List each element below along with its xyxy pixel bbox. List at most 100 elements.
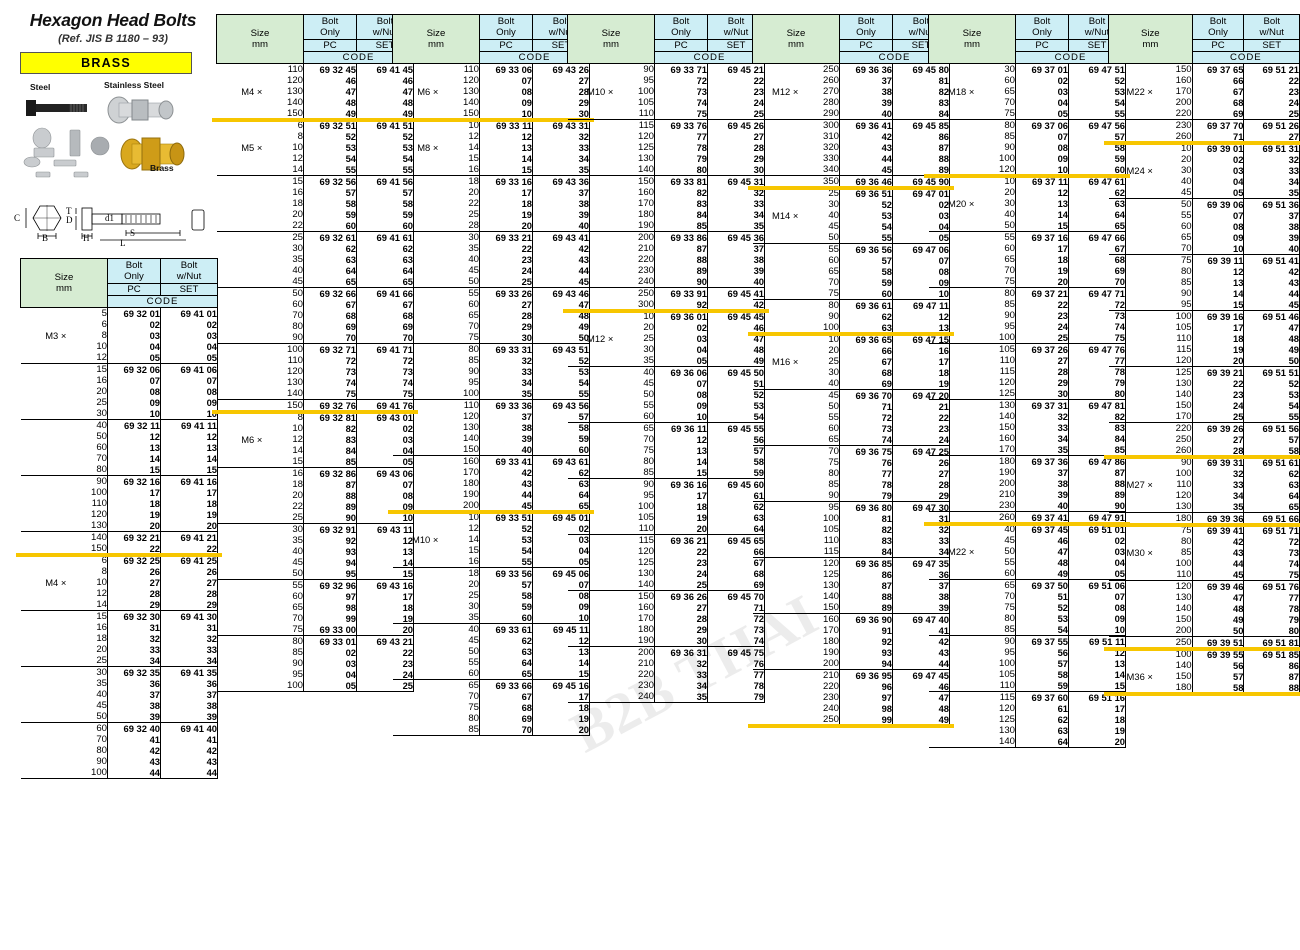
- table-row: 60 10 54: [568, 411, 765, 423]
- cell-length-mm: 130: [262, 86, 305, 97]
- cell-code-bolt-with-nut: 69 47 40: [892, 613, 950, 625]
- cell-thread-size: M27 ×: [1126, 479, 1153, 490]
- cell-thread-size: [568, 153, 614, 164]
- cell-code-bolt-with-nut: 62: [1243, 468, 1300, 479]
- cell-thread-size: [929, 355, 975, 366]
- cell-length-mm: 60: [613, 411, 656, 423]
- cell-code-bolt-only: 69 33 86: [654, 231, 708, 243]
- table-row: M3 × 8 03 03: [21, 330, 218, 341]
- cell-thread-size: M14 ×: [772, 210, 799, 221]
- cell-code-bolt-only: 94: [839, 658, 893, 670]
- cell-code-bolt-only: 05: [107, 352, 161, 364]
- header-code: CODE: [303, 51, 414, 64]
- cell-length-mm: 15: [438, 545, 481, 556]
- cell-length-mm: 120: [66, 509, 109, 520]
- cell-thread-size: [568, 198, 614, 209]
- cell-length-mm: 170: [613, 613, 656, 624]
- cell-thread-size: [753, 569, 799, 580]
- cell-code-bolt-with-nut: 65: [1243, 501, 1300, 513]
- cell-length-mm: 130: [438, 86, 481, 97]
- cell-code-bolt-with-nut: 79: [1243, 614, 1300, 625]
- cell-code-bolt-only: 67: [479, 691, 533, 702]
- cell-code-bolt-only: 49: [1015, 568, 1069, 580]
- cell-code-bolt-only: 63: [479, 646, 533, 657]
- table-row: 30 62 62: [217, 243, 414, 254]
- cell-code-bolt-with-nut: 03: [1068, 546, 1126, 557]
- cell-code-bolt-only: 03: [107, 330, 161, 341]
- cell-code-bolt-with-nut: 64: [532, 489, 590, 500]
- cell-code-bolt-only: 58: [839, 266, 893, 277]
- cell-code-bolt-only: 32: [654, 658, 708, 669]
- table-row: 60 27 47: [393, 299, 590, 310]
- cell-thread-size: [929, 131, 975, 142]
- cell-thread-size: [929, 478, 975, 489]
- cell-length-mm: 16: [262, 467, 305, 479]
- cell-thread-size: [21, 588, 67, 599]
- cell-code-bolt-with-nut: 04: [160, 341, 218, 352]
- cell-length-mm: 16: [438, 164, 481, 176]
- cell-code-bolt-with-nut: 22: [160, 543, 218, 555]
- cell-code-bolt-with-nut: 54: [532, 377, 590, 388]
- cell-length-mm: 55: [613, 400, 656, 411]
- cell-code-bolt-only: 69 32 11: [107, 419, 161, 431]
- cell-thread-size: [753, 311, 799, 322]
- cell-thread-size: [753, 535, 799, 546]
- table-row: 40 04 34: [1109, 176, 1300, 187]
- table-row: 125 23 67: [568, 557, 765, 568]
- table-row: 65 74 24: [753, 434, 950, 446]
- cell-code-bolt-with-nut: 18: [892, 367, 950, 378]
- cell-code-bolt-with-nut: 42: [1243, 266, 1300, 277]
- cell-thread-size: [929, 299, 975, 310]
- cell-code-bolt-with-nut: 02: [356, 423, 414, 434]
- cell-code-bolt-with-nut: 84: [892, 108, 950, 120]
- cell-length-mm: 100: [1152, 558, 1193, 569]
- table-row: 200 45 65: [393, 500, 590, 512]
- cell-thread-size: [568, 378, 614, 389]
- table-row: 15 69 32 30 69 41 30: [20, 610, 218, 622]
- cell-code-bolt-only: 39: [839, 97, 893, 108]
- cell-thread-size: [21, 711, 67, 723]
- cell-code-bolt-only: 69 39 11: [1192, 254, 1245, 266]
- section-divider-highlight: [1104, 454, 1300, 459]
- table-row: 120 77 27: [568, 131, 765, 142]
- cell-length-mm: 110: [974, 355, 1017, 366]
- cell-code-bolt-with-nut: 17: [1068, 703, 1126, 714]
- cell-thread-size: [753, 468, 799, 479]
- cell-thread-size: [753, 580, 799, 591]
- cell-code-bolt-with-nut: 50: [1243, 355, 1300, 367]
- table-row: 70 41 41: [21, 734, 218, 745]
- table-row: 75 13 57: [568, 445, 765, 456]
- cell-code-bolt-with-nut: 54: [1068, 97, 1126, 108]
- table-row: 35 36 36: [21, 678, 218, 689]
- cell-code-bolt-only: 44: [479, 489, 533, 500]
- cell-code-bolt-only: 84: [303, 445, 357, 456]
- cell-thread-size: [217, 568, 263, 580]
- cell-length-mm: 150: [1152, 63, 1193, 75]
- cell-code-bolt-only: 69: [479, 713, 533, 724]
- table-row: 100 35 55: [393, 388, 590, 400]
- table-row: 115 28 78: [929, 366, 1126, 377]
- cell-length-mm: 40: [262, 546, 305, 557]
- cell-code-bolt-with-nut: 44: [1243, 288, 1300, 299]
- cell-code-bolt-with-nut: 60: [1068, 164, 1126, 176]
- cell-length-mm: 140: [974, 736, 1017, 748]
- cell-thread-size: [753, 221, 799, 232]
- cell-thread-size: [393, 276, 439, 288]
- cell-length-mm: 12: [262, 434, 305, 445]
- cell-code-bolt-with-nut: 47: [532, 299, 590, 310]
- header-unit-pc: PC: [107, 283, 161, 296]
- cell-code-bolt-only: 29: [654, 624, 708, 635]
- cell-code-bolt-with-nut: 65: [532, 500, 590, 512]
- cell-length-mm: 40: [438, 623, 481, 635]
- cell-code-bolt-only: 66: [1192, 75, 1245, 86]
- cell-code-bolt-only: 02: [107, 319, 161, 330]
- table-row: 170 25 55: [1109, 411, 1300, 423]
- cell-thread-size: [392, 724, 439, 736]
- cell-thread-size: [1109, 344, 1153, 355]
- cell-code-bolt-only: 84: [839, 546, 893, 558]
- bolt-table-col4: Size mm Bolt Only Bolt w/Nut PC SET CODE 90 69 33 …: [563, 14, 769, 703]
- cell-length-mm: 210: [613, 658, 656, 669]
- cell-thread-size: [392, 567, 439, 579]
- cell-thread-size: [21, 442, 67, 453]
- cell-length-mm: 110: [1152, 479, 1193, 490]
